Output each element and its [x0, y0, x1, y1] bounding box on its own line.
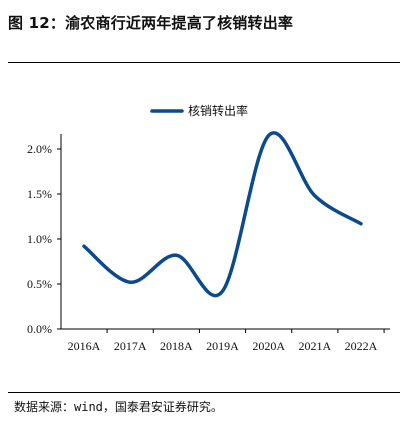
y-tick-label: 1.0% — [27, 232, 52, 246]
x-tick-label: 2016A — [68, 339, 101, 353]
x-tick-label: 2022A — [345, 339, 378, 353]
chart-legend: 核销转出率 — [150, 103, 248, 118]
chart-axes: 0.0% 0.5% 1.0% 1.5% 2.0% 2016A 2017A 2018A 2019A… — [27, 134, 390, 353]
figure-title: 图 12：渝农商行近两年提高了核销转出率 — [8, 14, 294, 32]
x-tick-label: 2021A — [298, 339, 331, 353]
title-divider — [8, 62, 400, 63]
series-line-0 — [82, 131, 363, 298]
y-tick-label: 0.0% — [27, 322, 52, 336]
x-tick-label: 2017A — [114, 339, 147, 353]
x-tick-label: 2018A — [160, 339, 193, 353]
x-tick-label: 2019A — [206, 339, 239, 353]
y-tick-label: 0.5% — [27, 277, 52, 291]
source-divider — [8, 392, 400, 393]
line-chart: 0.0% 0.5% 1.0% 1.5% 2.0% 2016A 2017A 2018A 2019A… — [27, 103, 390, 353]
y-tick-label: 2.0% — [27, 142, 52, 156]
x-tick-label: 2020A — [252, 339, 285, 353]
data-source-note: 数据来源：wind，国泰君安证券研究。 — [14, 400, 223, 414]
y-tick-label: 1.5% — [27, 187, 52, 201]
legend-label: 核销转出率 — [188, 103, 248, 118]
chart-series — [82, 131, 363, 298]
